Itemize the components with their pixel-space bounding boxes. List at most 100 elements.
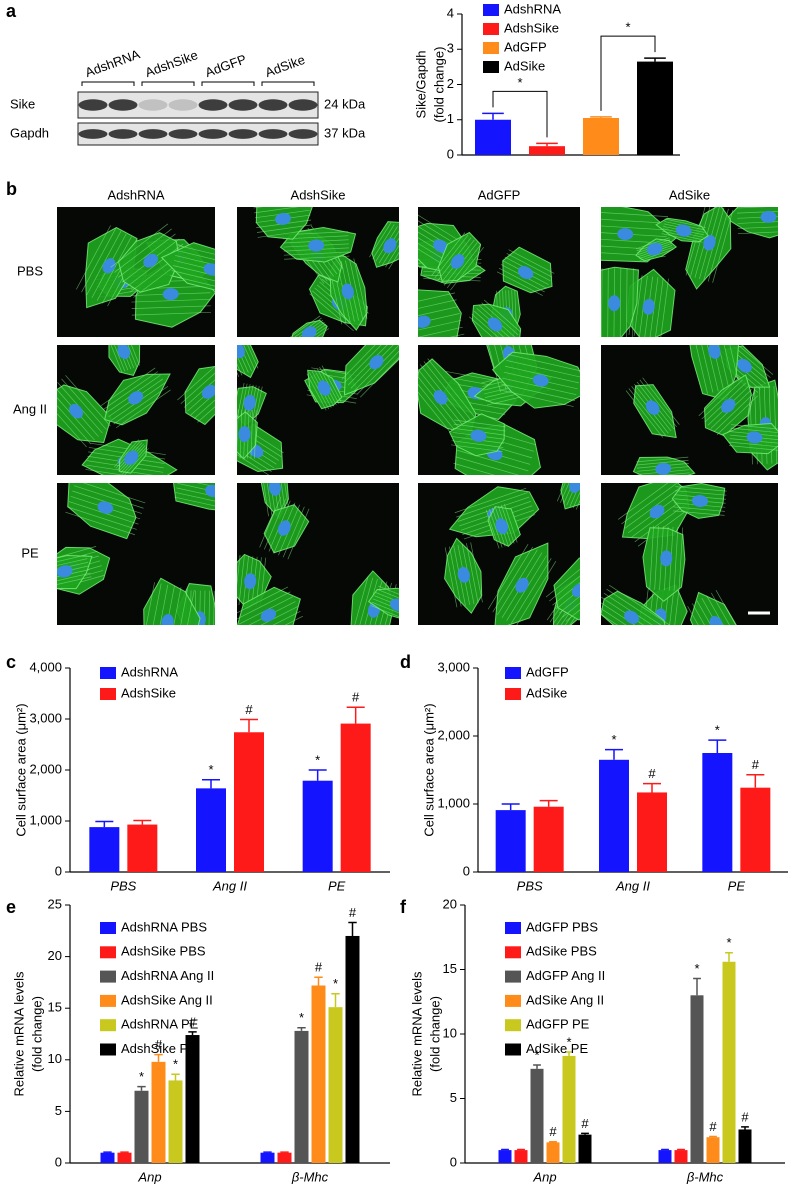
- striation: [152, 583, 162, 625]
- striation: [264, 498, 286, 550]
- significance-mark: #: [155, 1037, 163, 1052]
- striation: [257, 229, 313, 238]
- striation: [423, 361, 473, 422]
- lane-label: AdshRNA: [83, 46, 142, 80]
- y-tick-label: 2: [447, 76, 454, 91]
- blot-band: [138, 129, 168, 139]
- error-bar: [677, 1148, 685, 1151]
- striation: [607, 268, 609, 337]
- y-tick-label: 5: [55, 1103, 62, 1118]
- striation: [545, 568, 580, 598]
- legend-label: AdshRNA: [121, 664, 178, 679]
- striation: [371, 601, 399, 614]
- striation: [601, 268, 603, 337]
- significance-mark: *: [315, 752, 320, 767]
- blot-band: [78, 99, 108, 111]
- nucleus: [646, 242, 663, 256]
- error-bar: [708, 739, 727, 753]
- striation: [619, 268, 622, 337]
- column-label: AdshRNA: [107, 187, 164, 202]
- x-tick-label: β-Mhc: [686, 1169, 724, 1184]
- striation: [737, 231, 778, 235]
- striation: [113, 439, 139, 468]
- y-tick-label: 4,000: [29, 659, 62, 674]
- y-tick-label: 20: [48, 948, 62, 963]
- striation: [57, 405, 91, 444]
- y-tick-label: 3,000: [29, 710, 62, 725]
- striation: [500, 504, 515, 544]
- striation: [696, 600, 712, 625]
- nucleus: [532, 374, 549, 387]
- striation: [773, 386, 778, 464]
- striation: [606, 588, 662, 625]
- error-bar: [133, 819, 152, 825]
- striation: [499, 389, 574, 407]
- striation: [617, 483, 669, 520]
- significance-mark: *: [517, 75, 522, 90]
- legend-swatch: [505, 994, 521, 1007]
- striation: [284, 615, 304, 625]
- bar: [578, 1134, 592, 1163]
- error-bar: [331, 993, 340, 1008]
- striation: [251, 385, 260, 423]
- nucleus: [57, 565, 73, 578]
- legend-swatch: [505, 667, 521, 679]
- striation: [316, 328, 330, 337]
- striation: [306, 373, 327, 411]
- striation: [595, 268, 596, 338]
- significance-bracket: [492, 90, 548, 138]
- nucleus: [275, 212, 291, 225]
- striation: [454, 487, 527, 514]
- striation: [175, 492, 215, 502]
- striation: [632, 268, 634, 337]
- striation: [516, 560, 557, 625]
- striation: [453, 462, 496, 475]
- striation: [259, 496, 282, 548]
- striation: [501, 383, 576, 401]
- bar: [637, 61, 673, 155]
- striation: [483, 299, 521, 333]
- striation: [687, 606, 699, 625]
- significance-mark: #: [349, 905, 357, 920]
- legend-swatch: [505, 970, 521, 983]
- striation: [266, 483, 273, 516]
- y-axis-label: Cell surface area (μm²): [13, 703, 28, 836]
- bar: [89, 827, 120, 872]
- striation: [669, 589, 675, 625]
- legend-label: AdSike: [526, 685, 567, 700]
- striation: [370, 605, 399, 618]
- y-tick-label: 15: [48, 1000, 62, 1015]
- legend-label: AdGFP: [504, 39, 547, 54]
- striation: [698, 376, 740, 417]
- striation: [418, 320, 462, 331]
- cells: [76, 223, 215, 328]
- y-tick-label: 20: [443, 896, 457, 911]
- striation: [713, 392, 755, 432]
- nucleus: [569, 483, 580, 493]
- striation: [131, 311, 211, 316]
- striation: [626, 268, 628, 337]
- significance-mark: *: [173, 1057, 178, 1072]
- striation: [636, 456, 689, 463]
- striation: [372, 224, 395, 260]
- blot-size-label: 24 kDa: [324, 96, 366, 111]
- error-bar: [644, 57, 666, 62]
- striation: [712, 210, 734, 283]
- significance-mark: *: [611, 732, 616, 747]
- legend-label: AdSike PE: [526, 1041, 588, 1056]
- bar: [127, 824, 158, 872]
- striation: [469, 316, 493, 337]
- nucleus: [518, 266, 534, 280]
- cell: [237, 586, 301, 625]
- striation: [601, 212, 668, 217]
- striation: [237, 409, 239, 454]
- nucleus: [433, 239, 449, 253]
- x-tick-label: PE: [728, 878, 746, 893]
- bar: [340, 723, 371, 872]
- bar: [260, 1152, 275, 1163]
- striation: [444, 547, 458, 608]
- striation: [131, 305, 211, 309]
- significance-mark: *: [333, 976, 338, 991]
- striation: [309, 293, 354, 332]
- striation: [674, 490, 727, 496]
